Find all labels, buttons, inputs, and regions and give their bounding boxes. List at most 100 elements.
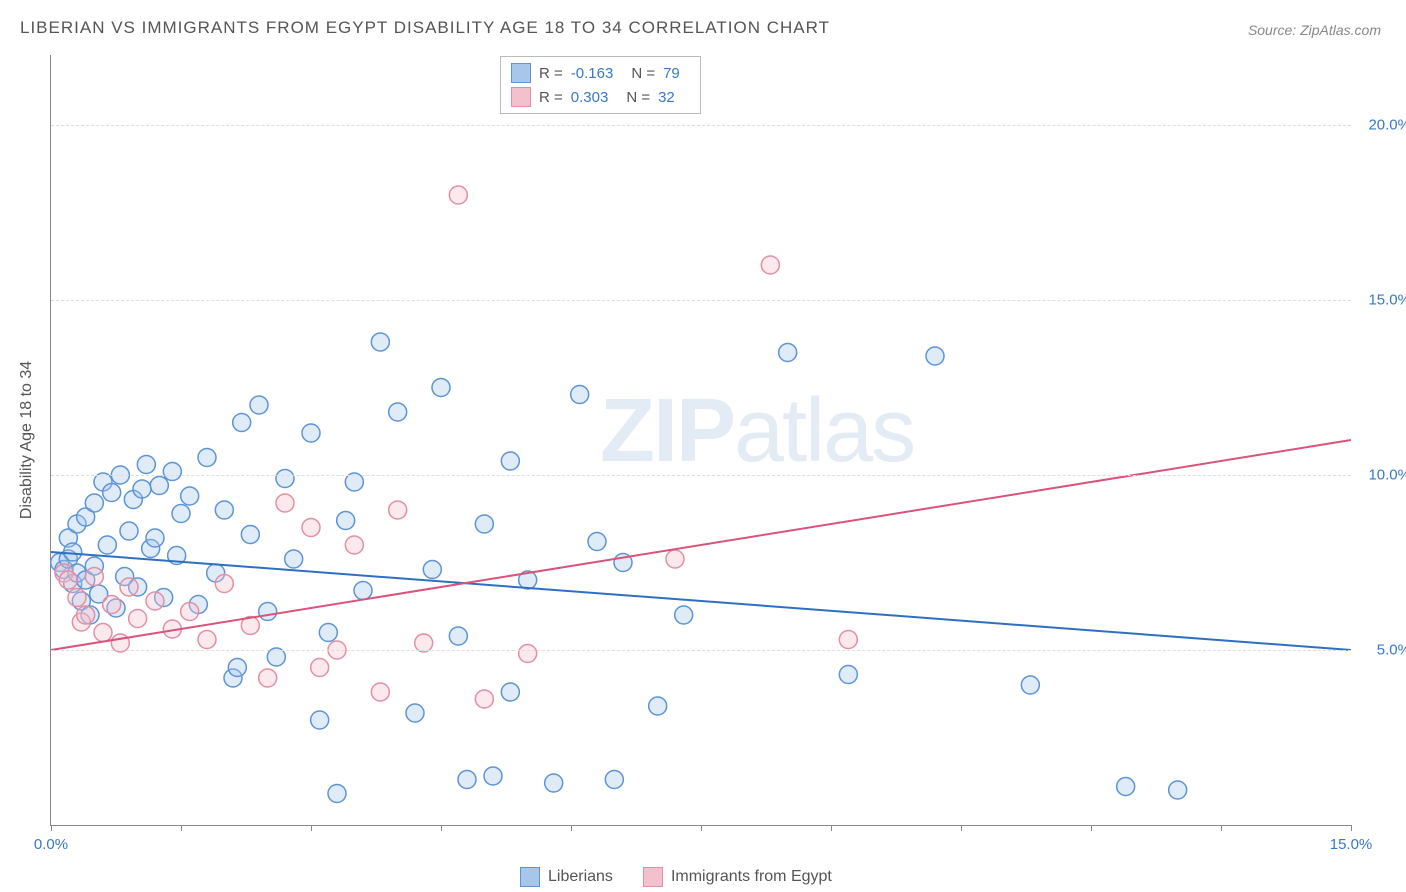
- legend-swatch: [511, 63, 531, 83]
- scatter-point: [172, 505, 190, 523]
- scatter-point: [501, 683, 519, 701]
- scatter-point: [432, 379, 450, 397]
- scatter-point: [103, 484, 121, 502]
- n-label: N =: [631, 65, 655, 82]
- scatter-point: [146, 592, 164, 610]
- scatter-point: [85, 568, 103, 586]
- scatter-point: [588, 533, 606, 551]
- scatter-point: [163, 463, 181, 481]
- scatter-point: [354, 582, 372, 600]
- n-label: N =: [626, 89, 650, 106]
- scatter-point: [259, 603, 277, 621]
- plot-area: 5.0%10.0%15.0%20.0%0.0%15.0%: [50, 55, 1351, 826]
- scatter-point: [839, 666, 857, 684]
- scatter-point: [761, 256, 779, 274]
- scatter-point: [389, 403, 407, 421]
- scatter-point: [228, 659, 246, 677]
- scatter-point: [406, 704, 424, 722]
- scatter-point: [241, 526, 259, 544]
- scatter-point: [519, 645, 537, 663]
- legend-swatch: [643, 867, 663, 887]
- legend-label: Liberians: [548, 868, 613, 886]
- scatter-point: [1117, 778, 1135, 796]
- chart-title: LIBERIAN VS IMMIGRANTS FROM EGYPT DISABI…: [20, 18, 830, 38]
- scatter-point: [545, 774, 563, 792]
- r-value: -0.163: [571, 65, 614, 82]
- scatter-point: [68, 589, 86, 607]
- scatter-point: [103, 596, 121, 614]
- scatter-point: [64, 543, 82, 561]
- scatter-point: [449, 186, 467, 204]
- scatter-point: [475, 690, 493, 708]
- scatter-point: [198, 631, 216, 649]
- bottom-legend: Liberians Immigrants from Egypt: [520, 867, 832, 887]
- x-tick: [961, 825, 962, 831]
- grid-line: [51, 300, 1351, 301]
- stats-row: R = -0.163 N = 79: [511, 61, 690, 85]
- scatter-point: [571, 386, 589, 404]
- stats-legend: R =-0.163N =79R =0.303N =32: [500, 56, 701, 114]
- scatter-point: [133, 480, 151, 498]
- x-tick: [831, 825, 832, 831]
- x-tick-label: 15.0%: [1330, 836, 1373, 853]
- scatter-point: [285, 550, 303, 568]
- scatter-point: [779, 344, 797, 362]
- scatter-point: [926, 347, 944, 365]
- scatter-point: [198, 449, 216, 467]
- x-tick: [311, 825, 312, 831]
- x-tick: [51, 825, 52, 831]
- grid-line: [51, 125, 1351, 126]
- y-tick-label: 15.0%: [1356, 292, 1406, 309]
- scatter-point: [59, 571, 77, 589]
- scatter-point: [666, 550, 684, 568]
- scatter-point: [302, 519, 320, 537]
- scatter-point: [150, 477, 168, 495]
- scatter-point: [120, 578, 138, 596]
- r-label: R =: [539, 65, 563, 82]
- grid-line: [51, 650, 1351, 651]
- scatter-point: [77, 606, 95, 624]
- scatter-point: [675, 606, 693, 624]
- scatter-point: [371, 333, 389, 351]
- legend-label: Immigrants from Egypt: [671, 868, 832, 886]
- x-tick: [181, 825, 182, 831]
- scatter-point: [98, 536, 116, 554]
- scatter-point: [137, 456, 155, 474]
- x-tick: [1221, 825, 1222, 831]
- scatter-point: [1021, 676, 1039, 694]
- scatter-point: [423, 561, 441, 579]
- scatter-point: [250, 396, 268, 414]
- x-tick: [441, 825, 442, 831]
- scatter-point: [233, 414, 251, 432]
- scatter-point: [475, 515, 493, 533]
- scatter-point: [120, 522, 138, 540]
- r-label: R =: [539, 89, 563, 106]
- scatter-point: [449, 627, 467, 645]
- legend-item: Immigrants from Egypt: [643, 867, 832, 887]
- n-value: 32: [658, 89, 675, 106]
- r-value: 0.303: [571, 89, 609, 106]
- scatter-point: [215, 501, 233, 519]
- scatter-point: [371, 683, 389, 701]
- scatter-point: [605, 771, 623, 789]
- x-tick-label: 0.0%: [34, 836, 68, 853]
- legend-item: Liberians: [520, 867, 613, 887]
- scatter-point: [484, 767, 502, 785]
- scatter-point: [276, 494, 294, 512]
- scatter-point: [319, 624, 337, 642]
- scatter-point: [215, 575, 233, 593]
- scatter-point: [181, 603, 199, 621]
- y-axis-title: Disability Age 18 to 34: [18, 361, 36, 519]
- y-tick-label: 5.0%: [1356, 642, 1406, 659]
- legend-swatch: [520, 867, 540, 887]
- grid-line: [51, 475, 1351, 476]
- scatter-point: [839, 631, 857, 649]
- stats-row: R = 0.303 N = 32: [511, 85, 690, 109]
- y-tick-label: 20.0%: [1356, 117, 1406, 134]
- scatter-point: [345, 536, 363, 554]
- y-tick-label: 10.0%: [1356, 467, 1406, 484]
- x-tick: [701, 825, 702, 831]
- n-value: 79: [663, 65, 680, 82]
- scatter-point: [85, 494, 103, 512]
- source-label: Source: ZipAtlas.com: [1248, 22, 1381, 38]
